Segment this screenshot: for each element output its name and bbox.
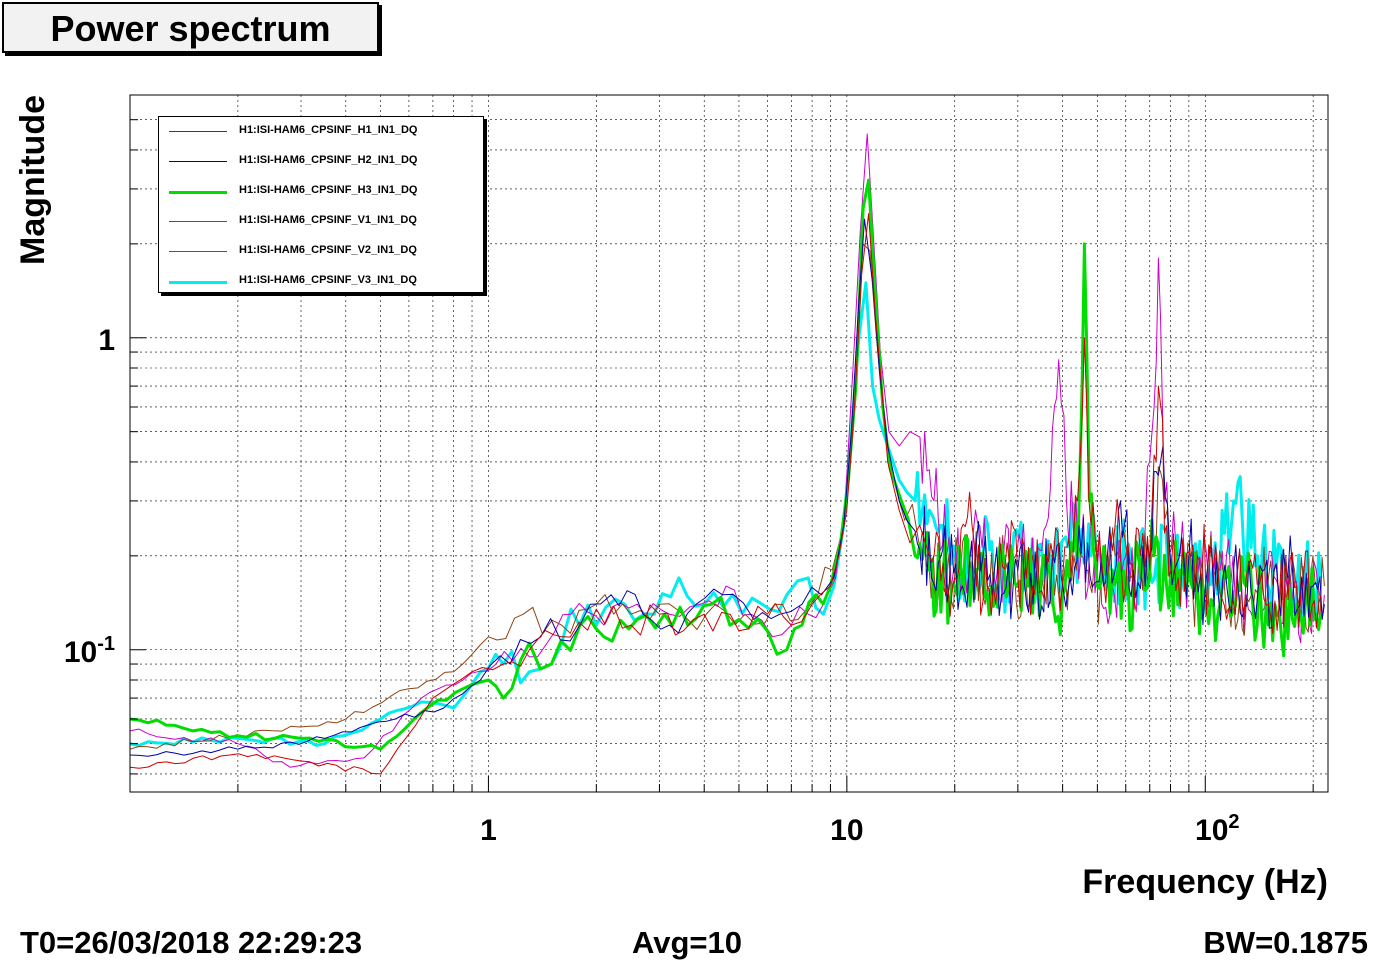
- series-line-1: [129, 213, 1322, 775]
- legend-item: H1:ISI-HAM6_CPSINF_H1_IN1_DQ: [159, 121, 483, 141]
- footer-avg: Avg=10: [632, 925, 742, 960]
- x-tick-label: 10: [830, 814, 863, 847]
- legend-label: H1:ISI-HAM6_CPSINF_V3_IN1_DQ: [239, 274, 417, 286]
- legend-swatch: [169, 161, 227, 162]
- legend-swatch: [169, 251, 227, 252]
- legend-item: H1:ISI-HAM6_CPSINF_V3_IN1_DQ: [159, 271, 483, 291]
- x-axis-label: Frequency (Hz): [1082, 863, 1328, 901]
- y-tick-label: 10-1: [64, 633, 115, 669]
- y-tick-label: 1: [98, 324, 115, 357]
- legend-item: H1:ISI-HAM6_CPSINF_H2_IN1_DQ: [159, 151, 483, 171]
- legend-item: H1:ISI-HAM6_CPSINF_V2_IN1_DQ: [159, 241, 483, 261]
- footer-t0: T0=26/03/2018 22:29:23: [20, 925, 363, 960]
- chart-title: Power spectrum: [50, 8, 331, 49]
- series-line-2: [129, 218, 1325, 757]
- legend-label: H1:ISI-HAM6_CPSINF_V1_IN1_DQ: [239, 214, 417, 226]
- plot-frame: [129, 94, 1329, 793]
- legend-swatch: [169, 281, 227, 284]
- title-box: Power spectrum: [2, 2, 379, 53]
- series-line-4: [129, 243, 1325, 750]
- footer-bw: BW=0.1875: [1203, 925, 1368, 960]
- legend-label: H1:ISI-HAM6_CPSINF_H1_IN1_DQ: [239, 124, 418, 136]
- legend-item: H1:ISI-HAM6_CPSINF_H3_IN1_DQ: [159, 181, 483, 201]
- legend-label: H1:ISI-HAM6_CPSINF_H2_IN1_DQ: [239, 154, 418, 166]
- plot-grid: [129, 94, 1328, 792]
- y-axis-label: Magnitude: [14, 95, 52, 265]
- legend-swatch: [169, 221, 227, 222]
- legend-label: H1:ISI-HAM6_CPSINF_H3_IN1_DQ: [239, 184, 418, 196]
- axis-ticks: 1 10 102 1 10-1: [64, 94, 1314, 847]
- legend-swatch: [169, 131, 227, 132]
- x-tick-label: 1: [480, 814, 497, 847]
- legend: H1:ISI-HAM6_CPSINF_H1_IN1_DQ H1:ISI-HAM6_…: [158, 116, 484, 293]
- legend-swatch: [169, 191, 227, 194]
- x-tick-label: 102: [1195, 811, 1240, 847]
- legend-item: H1:ISI-HAM6_CPSINF_V1_IN1_DQ: [159, 211, 483, 231]
- legend-label: H1:ISI-HAM6_CPSINF_V2_IN1_DQ: [239, 244, 417, 256]
- series-layer: [129, 133, 1325, 775]
